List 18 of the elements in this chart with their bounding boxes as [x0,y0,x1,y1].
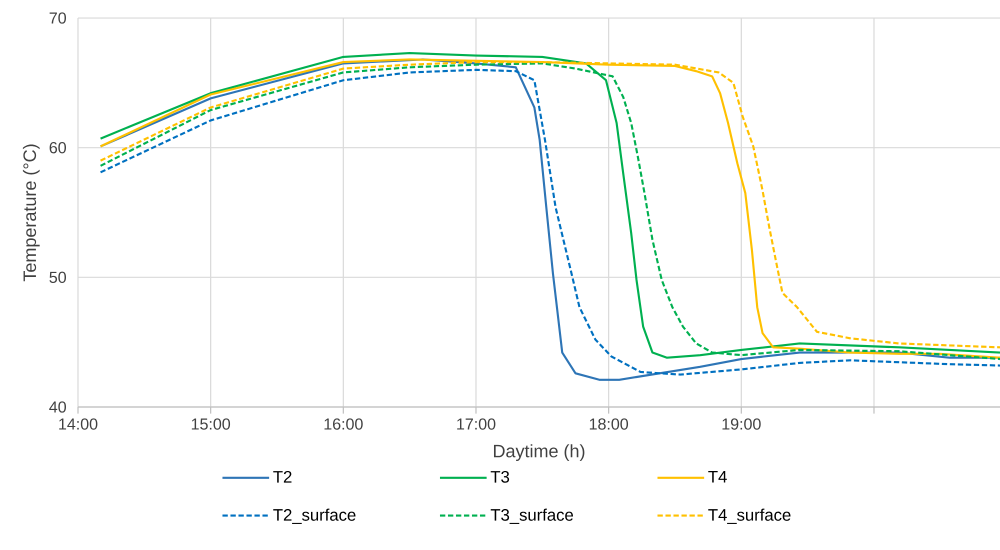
y-tick-label: 60 [50,142,66,154]
legend-label: T2_surface [273,508,356,524]
y-tick-label: 40 [49,401,66,413]
legend-label: T3 [490,470,510,483]
legend-label: T4_surface [708,508,791,524]
legend-label: T4 [708,471,727,482]
legend-label: T3_surface [490,508,573,524]
x-tick-label: 15:00 [192,418,230,430]
y-tick-label: 70 [50,12,66,24]
legend-label: T2 [273,470,292,483]
y-axis-title: Temperature (°C) [22,144,40,282]
x-axis-title: Daytime (h) [494,444,584,461]
x-tick-label: 18:00 [590,418,628,430]
x-tick-label: 14:00 [59,418,98,430]
x-tick-label: 17:00 [457,418,496,430]
x-tick-label: 19:00 [722,418,761,430]
y-tick-label: 50 [49,272,66,283]
x-tick-label: 16:00 [324,418,363,430]
